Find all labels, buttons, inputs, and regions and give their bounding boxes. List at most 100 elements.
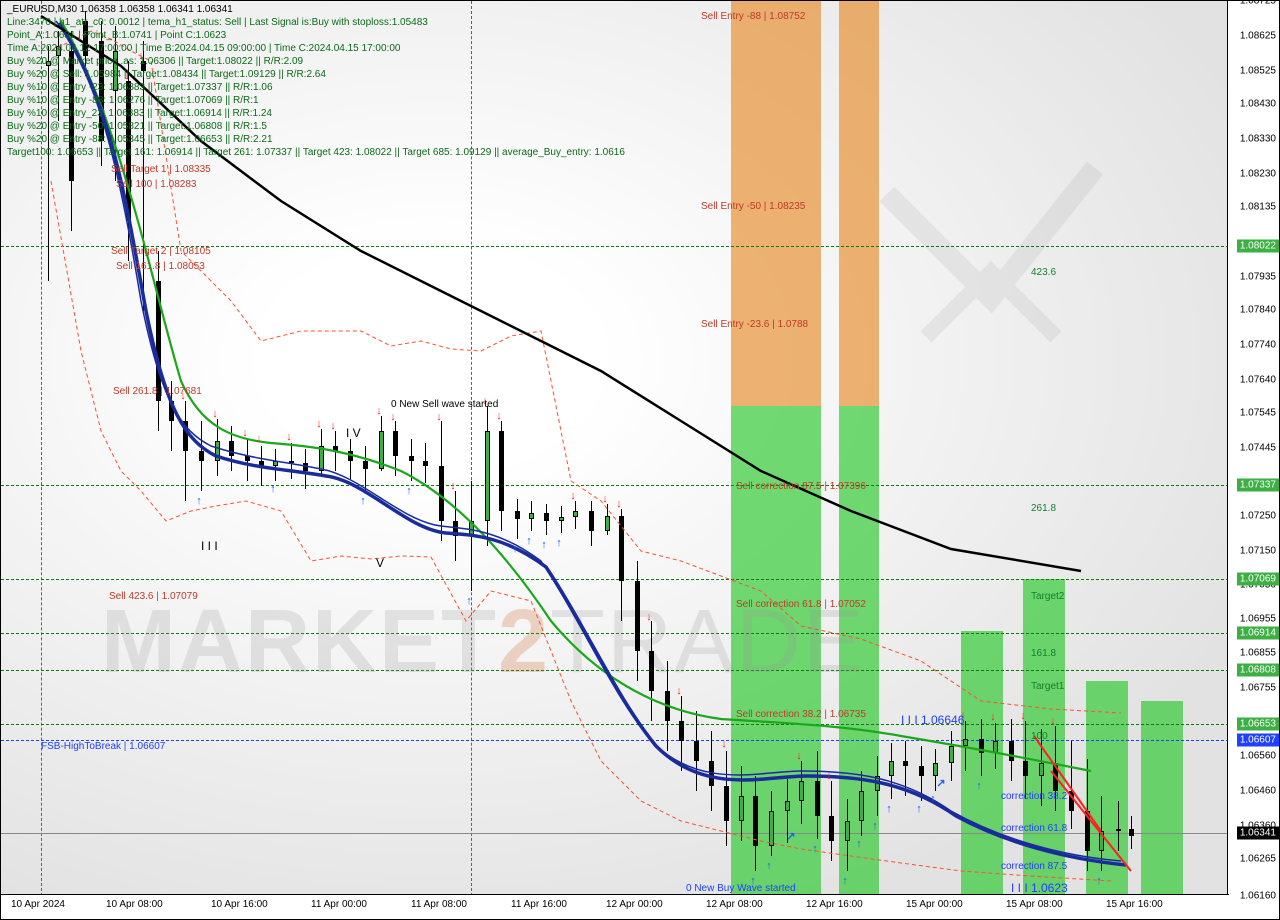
price-tick: 1.07640: [1240, 374, 1276, 385]
fib-level-line: [1, 724, 1229, 725]
price-tick: 1.07840: [1240, 304, 1276, 315]
candle-body: [259, 461, 264, 466]
buy-arrow-icon: ↑: [886, 803, 892, 815]
buy-arrow-icon: ↑: [872, 820, 878, 832]
label-sell-corr-875: Sell correction 87.5 | 1.07396: [736, 481, 866, 492]
label-sell-entry-88: Sell Entry -88 | 1.08752: [701, 11, 805, 22]
candle-body: [169, 401, 174, 421]
candle-wick: [261, 446, 262, 486]
candle-wick: [517, 499, 518, 539]
buy-arrow-icon: ↑: [406, 485, 412, 497]
sell-arrow-icon: ↓: [1020, 710, 1026, 722]
label-target2: Target2: [1031, 591, 1064, 602]
candle-body: [679, 721, 684, 741]
buy-arrow-icon: ↑: [360, 495, 366, 507]
price-tick: 1.06160: [1240, 891, 1276, 902]
candle-body: [589, 511, 594, 531]
price-tick: 1.08230: [1240, 168, 1276, 179]
buy-arrow-icon: ↑: [976, 780, 982, 792]
candle-wick: [1118, 801, 1119, 851]
sell-arrow-icon: ↓: [256, 433, 262, 445]
label-sell-4236: Sell 423.6 | 1.07079: [109, 591, 198, 602]
time-tick: 15 Apr 08:00: [1006, 899, 1063, 910]
sell-arrow-icon: ↓: [676, 685, 682, 697]
price-tick: 1.07740: [1240, 339, 1276, 350]
fib-level-line: [1, 579, 1229, 580]
time-tick: 10 Apr 16:00: [211, 899, 268, 910]
price-tick: 1.06855: [1240, 648, 1276, 659]
label-target1: Target1: [1031, 681, 1064, 692]
candle-body: [889, 761, 894, 776]
label-sell-2618: Sell 261.8 | 1.07681: [113, 386, 202, 397]
price-tick: 1.07250: [1240, 510, 1276, 521]
sell-arrow-icon: ↓: [376, 405, 382, 417]
candle-body: [1085, 811, 1090, 851]
sell-arrow-icon: ↓: [450, 480, 456, 492]
price-tick: 1.07935: [1240, 271, 1276, 282]
chart-plot-area[interactable]: MARKET2TRADE ↓↓↓↓↓↓↓↓↓↓↓↓↓↓↓↓↓↓↓↓↓↓↓↓↓↓↓…: [1, 1, 1229, 896]
price-marker: 1.06607: [1237, 734, 1279, 747]
header-line7: Buy %10 @ Entry -23: 1.06383 || Target:1…: [7, 82, 273, 93]
candle-body: [1039, 763, 1044, 776]
candle-body: [499, 431, 504, 511]
candle-body: [515, 511, 520, 519]
candle-body: [529, 513, 534, 519]
candle-body: [319, 446, 324, 471]
sell-arrow-icon: ↓: [496, 410, 502, 422]
label-sell-100: Sell 100 | 1.08283: [116, 179, 196, 190]
sell-arrow-icon: ↓: [436, 411, 442, 423]
sell-arrow-icon: ↓: [390, 411, 396, 423]
candle-body: [333, 446, 338, 451]
header-line1: _EURUSD,M30 1.06358 1.06358 1.06341 1.06…: [7, 4, 233, 15]
candle-body: [949, 746, 954, 763]
price-tick: 1.08625: [1240, 30, 1276, 41]
header-line5: Buy %20 @ Market price .as: 1.06306 || T…: [7, 56, 303, 67]
time-tick: 10 Apr 08:00: [106, 899, 163, 910]
candle-body: [273, 461, 278, 466]
price-tick: 1.06460: [1240, 786, 1276, 797]
label-sell-target2: Sell Target 2 | 1.08105: [111, 246, 211, 257]
time-tick: 11 Apr 16:00: [511, 899, 567, 910]
label-sell-target1: Sell Target 1 | 1.08335: [111, 164, 211, 175]
candle-wick: [1071, 741, 1072, 829]
candle-body: [649, 651, 654, 691]
buy-arrow-icon: ↑: [916, 803, 922, 815]
label-new-sell-wave: 0 New Sell wave started: [391, 399, 498, 410]
candle-body: [635, 581, 640, 651]
buy-zone-band: [1141, 701, 1183, 896]
candle-body: [1099, 831, 1104, 851]
candle-body: [393, 431, 398, 456]
time-tick: 12 Apr 08:00: [706, 899, 763, 910]
buy-zone-band: [1086, 681, 1128, 896]
candle-body: [363, 461, 368, 469]
wave-label-iii: I I I: [201, 539, 218, 553]
price-axis: 1.087251.086251.085251.084301.083301.082…: [1227, 1, 1279, 896]
price-tick: 1.08725: [1240, 0, 1276, 7]
candle-wick: [965, 721, 966, 771]
buy-arrow-icon: ↑: [1096, 875, 1102, 887]
candle-body: [453, 521, 458, 536]
candle-body: [379, 431, 384, 469]
signal-arrow-icon: ↗: [936, 777, 945, 790]
buy-arrow-icon: ↑: [526, 535, 532, 547]
candle-body: [815, 781, 820, 816]
candle-body: [785, 801, 790, 811]
buy-arrow-icon: ↑: [766, 860, 772, 872]
candle-body: [183, 421, 188, 451]
candle-body: [1009, 741, 1014, 761]
header-line10: Buy %20 @ Entry -50: 1.05821 || Target:1…: [7, 121, 267, 132]
time-tick: 12 Apr 16:00: [806, 899, 863, 910]
time-tick: 15 Apr 00:00: [906, 899, 963, 910]
watermark-left: MARKET: [101, 592, 498, 692]
candle-body: [769, 811, 774, 846]
wave-label-v: V: [376, 556, 384, 570]
buy-arrow-icon: ↑: [466, 595, 472, 607]
candle-body: [485, 431, 490, 521]
candle-body: [573, 511, 578, 517]
label-sell-entry-236: Sell Entry -23.6 | 1.0788: [701, 319, 808, 330]
candle-body: [544, 513, 549, 521]
candle-body: [1129, 829, 1134, 836]
wave-label-iv: I V: [346, 426, 361, 440]
candle-body: [979, 739, 984, 753]
sell-arrow-icon: ↓: [316, 418, 322, 430]
